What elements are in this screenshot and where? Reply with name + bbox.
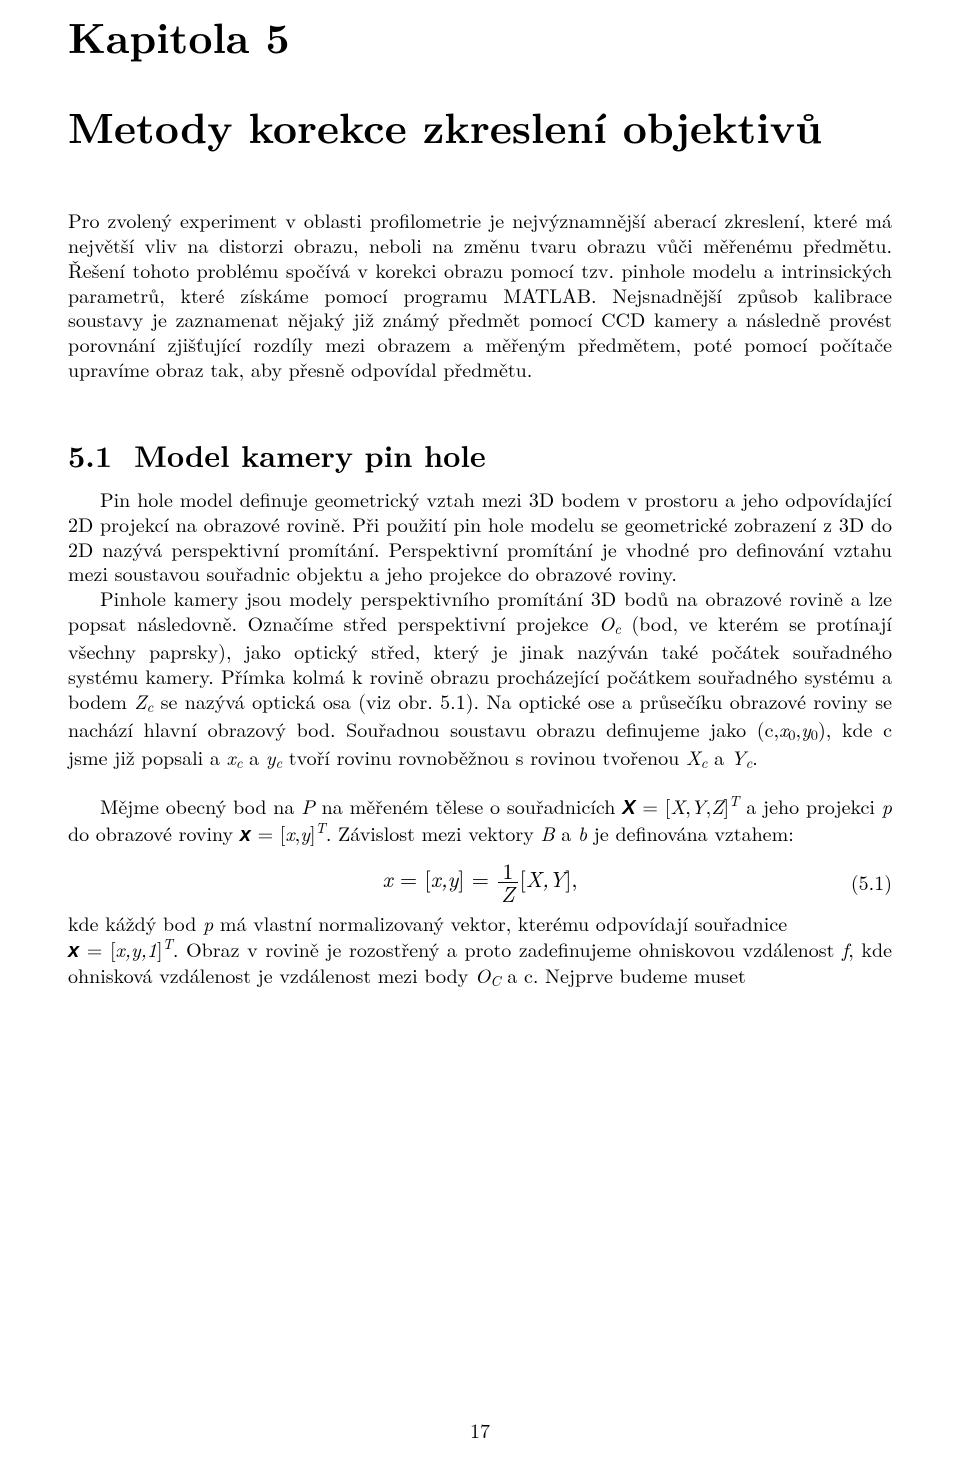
sym-X: X [670,790,685,819]
eq-eq4: ], [565,863,577,894]
section-title: Model kamery pin hole [134,433,486,476]
p3: Mějme obecný bod na P na měřeném tělese … [68,793,892,848]
sym-p2: p [203,908,213,937]
equation-5-1: x = [x,y] = 1Z[X,Y], (5.1) [68,860,892,905]
sym-Z: Z [711,790,723,819]
p2: Pinhole kamery jsou modely perspektivníh… [68,586,892,772]
sym-yc-y: y [266,742,276,771]
chapter-label: Kapitola 5 [68,10,892,62]
sym-b: b [578,818,587,847]
page-number: 17 [0,1418,960,1443]
eq-eq1: = [ [393,863,431,894]
text: a c. Nejprve budeme muset [501,960,746,989]
intro-paragraph: Pro zvolený experiment v oblasti profilo… [68,208,892,382]
sym-x0-x: x [779,714,788,743]
sym-P: P [301,790,315,819]
sym-x: x [285,818,294,847]
section-heading: 5.1 Model kamery pin hole [68,436,892,473]
equation-number: (5.1) [851,870,892,895]
eq-XY: X,Y [526,863,565,894]
chapter-title: Metody korekce zkreslení objektivů [68,100,892,152]
sym-y: y [300,818,310,847]
sym-Y: Y [691,790,706,819]
sym-xc-x: x [227,742,236,771]
text: do obrazové roviny [68,818,240,847]
sym-X-bold: X [622,796,635,818]
sym-T: T [729,791,739,811]
sym-T2: T [316,818,326,838]
sym-OC-O: O [475,960,490,989]
sym-y0-0: 0 [811,725,818,745]
sym-x-bold2: x [68,940,79,962]
text: se nazývá optická osa (viz obr. 5.1). Na… [68,686,892,743]
sym-B: B [541,818,555,847]
text: = [ [79,934,115,963]
sym-x0-0: 0 [788,725,795,745]
sym-OC-C: C [490,972,500,992]
text: má vlastní normalizovaný vektor, kterému… [213,908,787,937]
text: = [ [636,790,671,819]
sym-Yc-Y: Y [731,742,746,771]
sym-T3: T [163,934,173,954]
sym-xy1: x,y,1 [116,934,158,963]
eq-eq2: ] = [458,863,496,894]
text: a [707,742,730,771]
text: = [ [251,818,285,847]
sym-p: p [882,790,892,819]
text: a [242,742,265,771]
text: Mějme obecný bod na [100,790,301,819]
text: tvoří rovinu rovnoběžnou s rovinou tvoře… [282,742,686,771]
sym-Xc-X: X [686,742,701,771]
p4: kde káždý bod p má vlastní normalizovaný… [68,911,892,992]
text: . Závislost mezi vektory [326,818,541,847]
eq-xy: x,y [431,863,459,894]
text: je definována vztahem: [587,818,794,847]
sym-Oc-O: O [599,608,614,637]
text: a jeho projekci [739,790,881,819]
sym-Zc-Z: Z [134,686,146,715]
text: na měřeném tělese o souřadnicích [315,790,622,819]
eq-lhs-x: x [383,863,393,894]
eq-frac-den: Z [498,883,518,905]
text: . Obraz v rovině je rozostřený a proto z… [173,934,842,963]
text: a [555,818,578,847]
text: kde káždý bod [68,908,203,937]
section-number: 5.1 [68,436,112,473]
text: . [752,742,758,771]
sym-x-bold: x [240,824,251,846]
p1: Pin hole model definuje geometrický vzta… [68,487,892,586]
eq-fraction: 1Z [498,860,518,905]
sym-y0-y: y [801,714,811,743]
